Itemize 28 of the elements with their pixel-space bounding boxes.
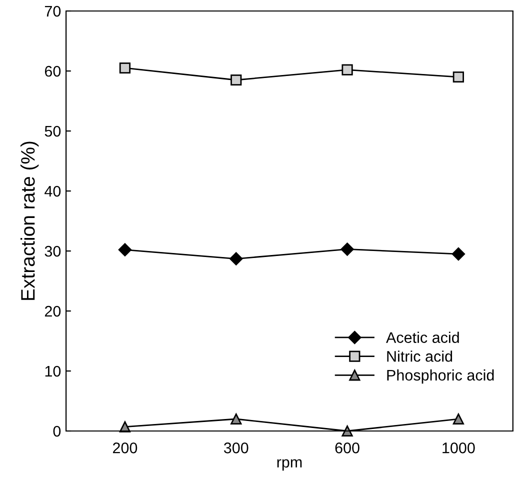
x-tick-label: 200: [112, 442, 138, 454]
y-tick-label: 60: [44, 66, 61, 77]
y-tick-label: 40: [44, 186, 61, 197]
point: [230, 74, 242, 86]
point: [452, 247, 466, 261]
y-tick-label: 0: [53, 426, 61, 437]
legend-label: Nitric acid: [387, 350, 452, 362]
x-tick-label: 1000: [442, 442, 475, 454]
point: [230, 413, 242, 425]
legend-label: Phosphoric acid: [387, 369, 494, 384]
point: [342, 425, 353, 437]
legend-label: Acetic acid: [386, 332, 459, 343]
x-axis-title: rpm: [277, 459, 302, 471]
y-tick-label: 10: [45, 366, 61, 377]
y-tick-label: 70: [44, 6, 61, 17]
y-tick-label: 20: [44, 306, 61, 317]
point: [340, 242, 354, 256]
x-tick-label: 300: [224, 442, 248, 454]
point: [452, 71, 464, 83]
point: [452, 413, 464, 425]
point: [119, 62, 131, 74]
y-axis-title: Extraction rate (%): [20, 142, 39, 300]
point: [342, 64, 353, 76]
point: [230, 252, 243, 266]
y-tick-label: 50: [44, 126, 61, 137]
y-tick-label: 30: [44, 246, 61, 257]
x-tick-label: 600: [335, 442, 360, 454]
point: [118, 243, 132, 256]
